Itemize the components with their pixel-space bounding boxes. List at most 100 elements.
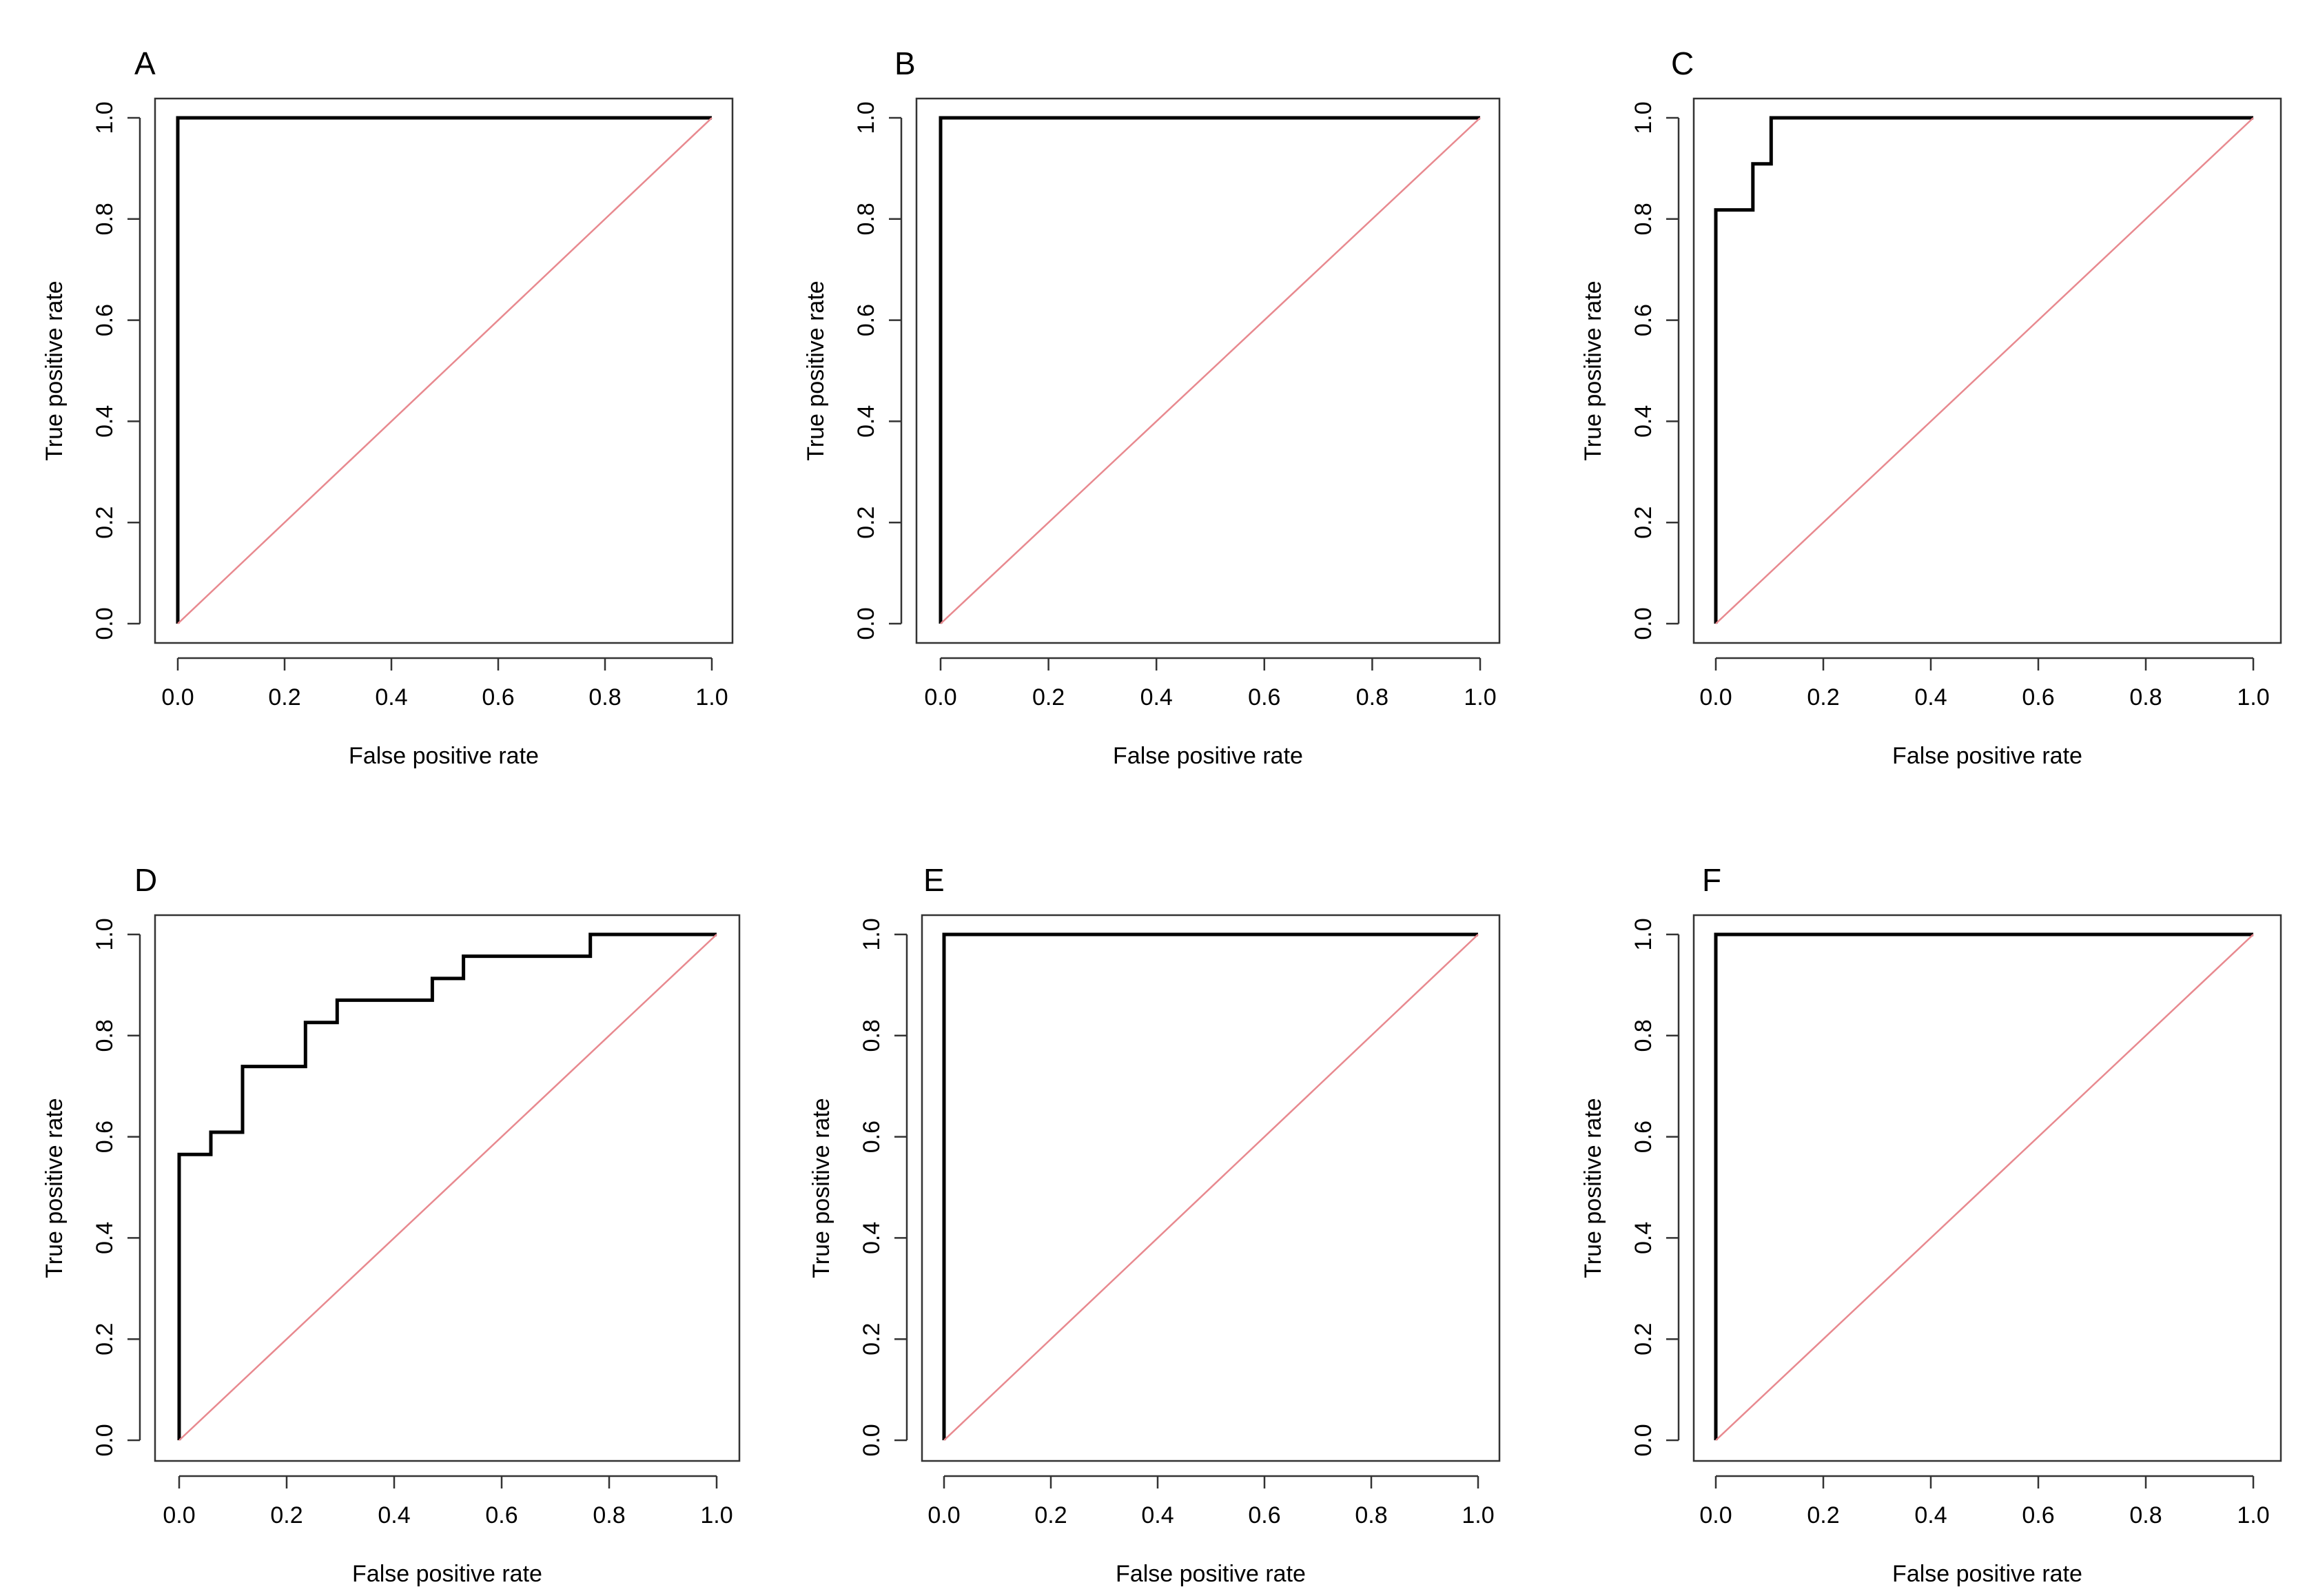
y-tick-label: 0.6 (92, 304, 118, 336)
roc-curve (1714, 932, 2253, 1440)
y-tick-label: 0.8 (92, 1019, 118, 1052)
reference-diagonal-line (943, 934, 1479, 1441)
panel-label: A (134, 45, 156, 81)
x-tick-label: 0.8 (1355, 1502, 1387, 1528)
x-tick-label: 0.2 (270, 1502, 303, 1528)
y-axis-title: True positive rate (1580, 1098, 1606, 1278)
y-tick-label: 0.6 (1630, 304, 1657, 336)
panel-label: D (134, 862, 157, 898)
y-tick-label: 0.2 (1630, 1323, 1657, 1355)
y-tick-label: 1.0 (1630, 918, 1657, 950)
y-tick-label: 0.6 (859, 1121, 885, 1153)
y-tick-label: 1.0 (859, 918, 885, 950)
y-tick-label: 0.8 (853, 203, 879, 235)
y-tick-label: 0.4 (92, 1222, 118, 1254)
x-tick-label: 0.6 (2022, 684, 2054, 710)
y-tick-label: 0.8 (92, 203, 118, 235)
x-tick-label: 0.8 (588, 684, 621, 710)
y-tick-label: 0.0 (92, 607, 118, 640)
y-tick-label: 0.4 (92, 405, 118, 438)
x-tick-label: 1.0 (1464, 684, 1496, 710)
plot-frame (1692, 97, 2282, 644)
x-tick-label: 1.0 (1462, 1502, 1494, 1528)
reference-diagonal-line (1715, 117, 2254, 624)
x-tick-label: 0.0 (161, 684, 194, 710)
roc-curve (176, 116, 712, 624)
plot-frame (921, 914, 1501, 1462)
x-axis-title: False positive rate (1892, 1561, 2082, 1587)
x-tick-label: 0.0 (928, 1502, 960, 1528)
panel-label: E (923, 862, 945, 898)
roc-panel-b: B 0.0 0.2 0.4 0.6 0.8 1.0 0.0 0.2 0.4 0.6 0.8 1.0 Fal… (803, 45, 1501, 769)
y-axis-title: True positive rate (808, 1098, 834, 1278)
x-tick-label: 0.0 (1699, 1502, 1732, 1528)
y-axis-title: True positive rate (1580, 280, 1606, 460)
roc-panel-d: D 0.0 0.2 0.4 0.6 0.8 1.0 0.0 0.2 0.4 0.6 0.8 1.0 Fal… (41, 862, 741, 1587)
y-tick-label: 0.6 (92, 1121, 118, 1153)
y-tick-label: 1.0 (853, 101, 879, 134)
x-tick-label: 0.2 (1807, 1502, 1839, 1528)
plot-frame (154, 914, 741, 1462)
reference-diagonal-line (1715, 934, 2254, 1441)
roc-panel-f: F 0.0 0.2 0.4 0.6 0.8 1.0 0.0 0.2 0.4 0.6 0.8 1.0 Fal… (1580, 862, 2282, 1587)
x-tick-label: 0.8 (2129, 1502, 2162, 1528)
x-tick-label: 0.4 (378, 1502, 410, 1528)
x-tick-label: 0.2 (1807, 684, 1839, 710)
y-tick-label: 0.6 (853, 304, 879, 336)
x-tick-label: 0.4 (375, 684, 407, 710)
y-axis-title: True positive rate (41, 280, 68, 460)
panel-label: C (1671, 45, 1694, 81)
x-tick-label: 0.6 (1248, 684, 1280, 710)
x-axis-title: False positive rate (1113, 743, 1303, 769)
roc-curve (939, 116, 1480, 624)
roc-panel-e: E 0.0 0.2 0.4 0.6 0.8 1.0 0.0 0.2 0.4 0.6 0.8 1.0 Fal… (808, 862, 1501, 1587)
y-tick-label: 1.0 (92, 918, 118, 950)
y-tick-label: 0.0 (92, 1424, 118, 1456)
x-tick-label: 0.6 (1248, 1502, 1280, 1528)
y-tick-label: 0.2 (92, 1323, 118, 1355)
x-tick-label: 0.2 (1032, 684, 1065, 710)
x-tick-label: 0.2 (1034, 1502, 1067, 1528)
panel-label: F (1702, 862, 1721, 898)
y-tick-label: 0.0 (859, 1424, 885, 1456)
plot-frame (915, 97, 1501, 644)
x-tick-label: 0.4 (1141, 1502, 1174, 1528)
y-tick-label: 0.6 (1630, 1121, 1657, 1153)
x-tick-label: 0.0 (163, 1502, 195, 1528)
y-axis-title: True positive rate (803, 280, 829, 460)
roc-curve (1714, 116, 2253, 624)
y-tick-label: 0.2 (859, 1323, 885, 1355)
x-tick-label: 1.0 (2237, 684, 2269, 710)
x-tick-label: 1.0 (695, 684, 728, 710)
x-tick-label: 1.0 (700, 1502, 732, 1528)
x-tick-label: 0.8 (1356, 684, 1388, 710)
x-tick-label: 0.2 (268, 684, 300, 710)
y-tick-label: 0.4 (1630, 405, 1657, 438)
y-tick-label: 0.4 (859, 1222, 885, 1254)
y-tick-label: 0.8 (1630, 1019, 1657, 1052)
roc-panel-a: A 0.0 0.2 0.4 0.6 0.8 1.0 0.0 0.2 0.4 0.6 0.8 1.0 Fal… (41, 45, 734, 769)
x-tick-label: 0.6 (2022, 1502, 2054, 1528)
x-tick-label: 0.4 (1914, 684, 1947, 710)
plot-frame (154, 97, 734, 644)
x-tick-label: 0.0 (1699, 684, 1732, 710)
y-axis-title: True positive rate (41, 1098, 68, 1278)
reference-diagonal-line (178, 934, 717, 1441)
x-tick-label: 0.8 (593, 1502, 625, 1528)
reference-diagonal-line (940, 117, 1481, 624)
x-axis-title: False positive rate (1892, 743, 2082, 769)
x-axis-title: False positive rate (349, 743, 539, 769)
x-tick-label: 0.4 (1140, 684, 1173, 710)
panel-label: B (894, 45, 916, 81)
roc-curve (177, 932, 717, 1440)
y-tick-label: 1.0 (92, 101, 118, 134)
reference-diagonal-line (177, 117, 713, 624)
x-axis-title: False positive rate (1116, 1561, 1306, 1587)
y-tick-label: 0.0 (853, 607, 879, 640)
y-tick-label: 1.0 (1630, 101, 1657, 134)
y-tick-label: 0.2 (1630, 507, 1657, 539)
roc-curve (942, 932, 1478, 1440)
y-tick-label: 0.8 (1630, 203, 1657, 235)
y-tick-label: 0.2 (853, 507, 879, 539)
